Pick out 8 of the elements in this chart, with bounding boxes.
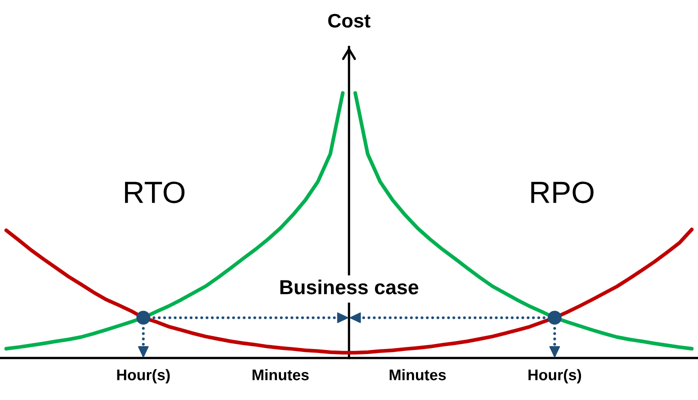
x-tick-label: Hour(s) [528, 369, 582, 384]
annotation: RPO [531, 182, 594, 204]
x-tick-label: Minutes [252, 369, 309, 380]
y-axis-title: Cost [328, 14, 370, 28]
x-tick-label: Minutes [390, 369, 446, 380]
annotation: RTO [125, 182, 185, 204]
x-tick-label: Hour(s) [117, 369, 170, 384]
annotation: Business case [280, 280, 418, 294]
